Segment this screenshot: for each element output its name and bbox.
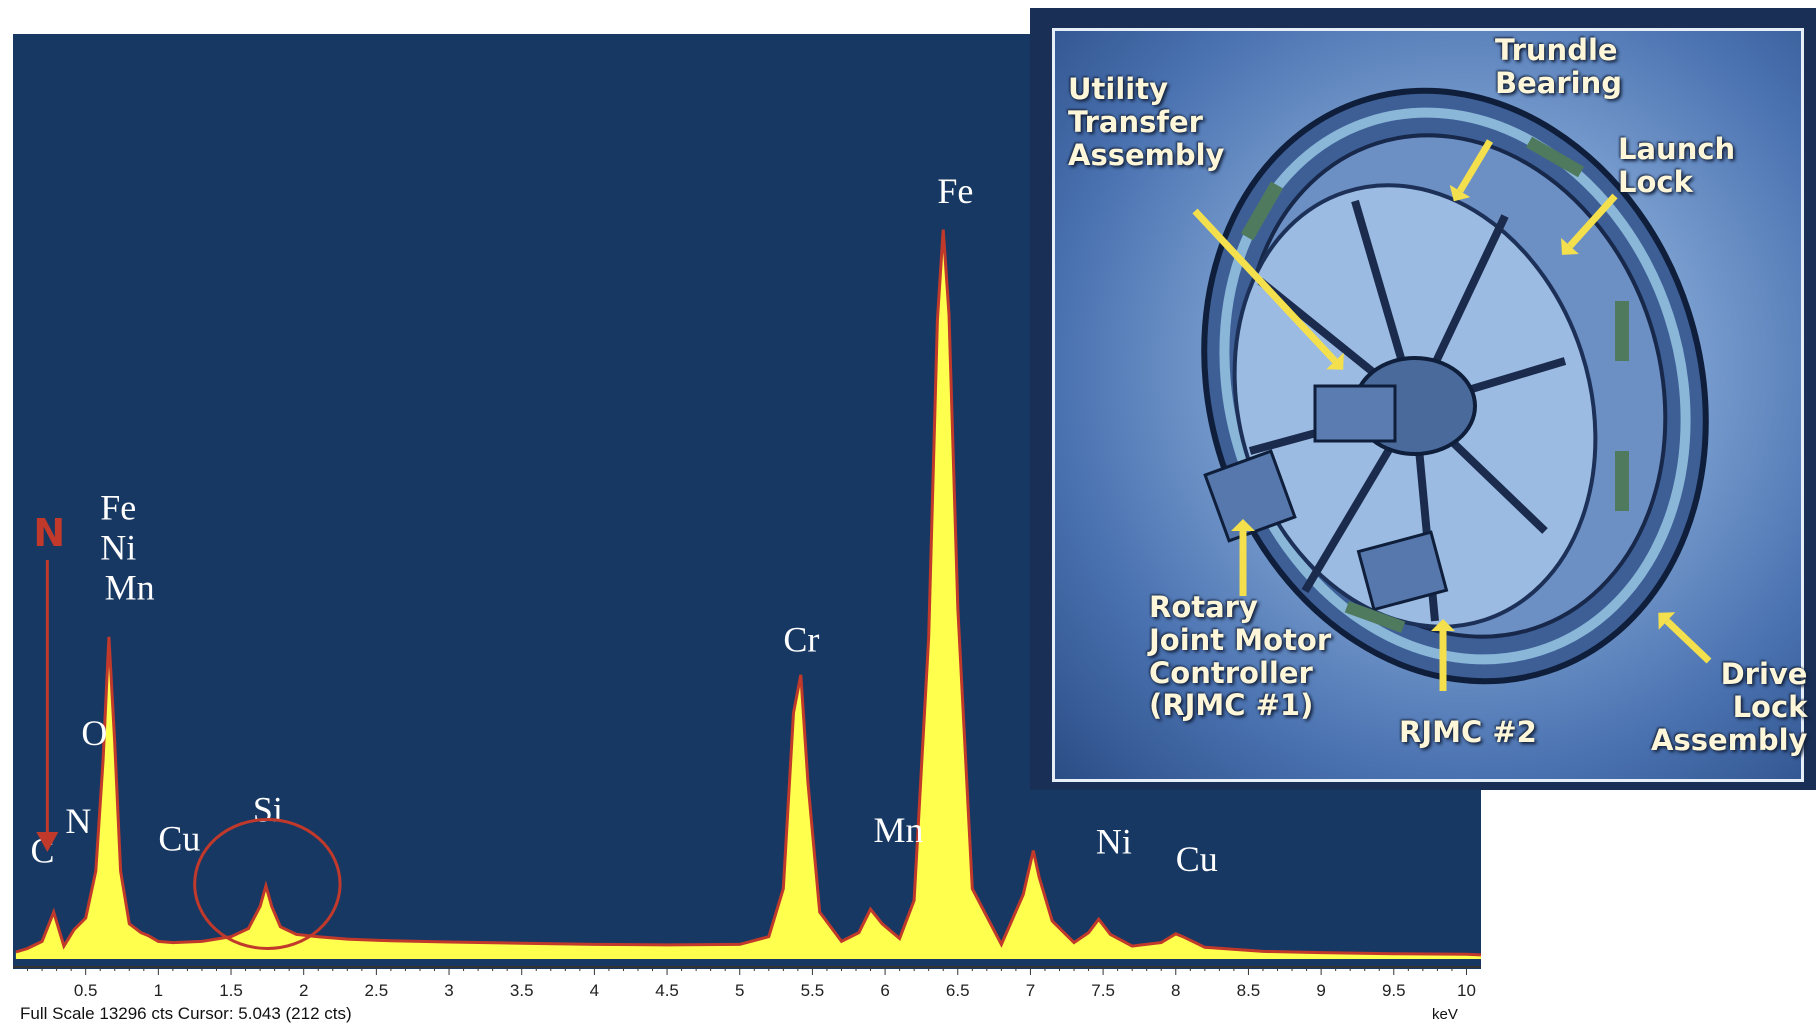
callout-arrow-shaft xyxy=(1664,618,1712,664)
peak-label: Mn xyxy=(105,567,155,607)
peak-label: O xyxy=(81,713,107,753)
minor-ticks xyxy=(27,967,1467,975)
spectrum-outline xyxy=(15,229,1482,957)
callout-rjmc-2: RJMC #2 xyxy=(1399,715,1537,749)
peak-label: Cu xyxy=(158,819,200,859)
n-annotation-label: N xyxy=(33,511,65,555)
peak-label: Cu xyxy=(1176,839,1218,879)
peak-label: N xyxy=(65,801,91,841)
x-tick-label: 3.5 xyxy=(510,981,534,1000)
callout-arrows xyxy=(1192,139,1712,691)
callout-launch-lock: Launch Lock xyxy=(1618,132,1736,199)
x-unit-label: keV xyxy=(1432,1006,1458,1023)
x-tick-label: 3 xyxy=(444,981,453,1000)
x-tick-label: 10 xyxy=(1457,981,1476,1000)
x-tick-label: 2.5 xyxy=(365,981,389,1000)
peak-label: Mn xyxy=(873,810,923,850)
status-bar: Full Scale 13296 cts Cursor: 5.043 (212 … xyxy=(20,1004,352,1023)
x-tick-label: 5 xyxy=(735,981,744,1000)
callout-arrow-shaft xyxy=(1456,139,1494,193)
x-tick-label: 7 xyxy=(1026,981,1035,1000)
callout-arrow-head xyxy=(1658,612,1676,630)
x-tick-label: 4.5 xyxy=(655,981,679,1000)
peak-label: Fe xyxy=(937,171,973,211)
callout-utility-transfer-assembly: Utility Transfer Assembly xyxy=(1068,72,1225,172)
x-tick-label: 8 xyxy=(1171,981,1180,1000)
x-tick-label: 4 xyxy=(590,981,599,1000)
callout-arrow-head xyxy=(1561,237,1579,255)
x-tick-label: 0.5 xyxy=(74,981,98,1000)
peak-label: Si xyxy=(253,789,283,829)
peak-label: Ni xyxy=(100,527,136,567)
inset-frame: Utility Transfer Assembly Trundle Bearing L… xyxy=(1052,28,1808,782)
callout-arrow-shaft xyxy=(1567,193,1618,249)
x-tick-label: 9 xyxy=(1316,981,1325,1000)
inset-diagram: Utility Transfer Assembly Trundle Bearing L… xyxy=(1030,8,1816,790)
x-tick-label: 8.5 xyxy=(1237,981,1261,1000)
x-tick-labels: 0.5 1 1.5 2 2.5 3 3.5 4 4.5 5 5.5 6 6.5 7 7.5 8 8.5 9 9.5 1… xyxy=(74,981,1476,1000)
x-tick-label: 7.5 xyxy=(1091,981,1115,1000)
x-tick-label: 6 xyxy=(880,981,889,1000)
callout-drive-lock-assembly: Drive Lock Assembly xyxy=(1651,657,1808,757)
x-tick-label: 9.5 xyxy=(1382,981,1406,1000)
peak-label: Cr xyxy=(783,619,819,659)
x-tick-label: 5.5 xyxy=(801,981,825,1000)
x-tick-label: 2 xyxy=(299,981,308,1000)
callout-arrow-head xyxy=(1431,619,1455,631)
x-tick-label: 1 xyxy=(154,981,163,1000)
callout-arrow-head xyxy=(1231,519,1255,531)
peak-label: Fe xyxy=(100,488,136,528)
callout-arrow-shaft xyxy=(1192,208,1338,364)
rotary-joint-illustration xyxy=(1192,87,1712,691)
callout-arrow-head xyxy=(1449,184,1471,202)
callout-rjmc-1: Rotary Joint Motor Controller (RJMC #1) xyxy=(1149,590,1332,723)
peak-label: Ni xyxy=(1096,822,1132,862)
callout-trundle-bearing: Trundle Bearing xyxy=(1495,33,1622,100)
x-tick-label: 1.5 xyxy=(219,981,243,1000)
callout-arrow-head xyxy=(1326,352,1344,370)
n-arrow: N xyxy=(33,511,65,852)
si-highlight-circle xyxy=(193,818,342,950)
x-tick-label: 6.5 xyxy=(946,981,970,1000)
n-arrow-head xyxy=(36,832,59,852)
